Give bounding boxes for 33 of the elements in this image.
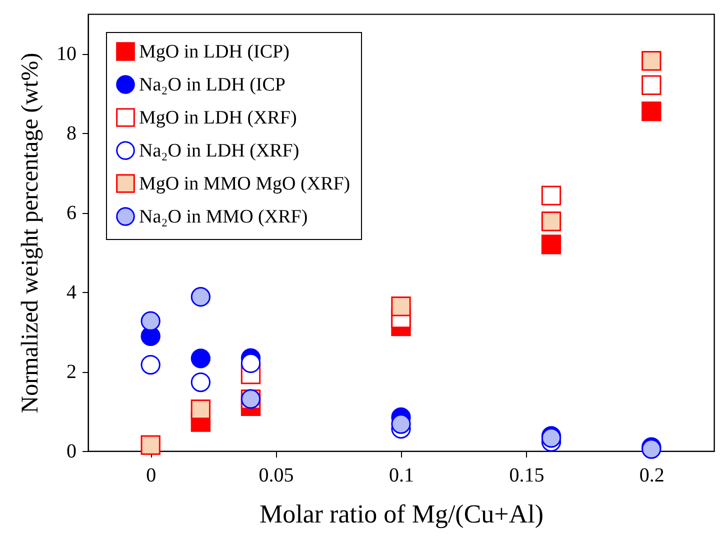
legend-label: Na₂O in LDH (ICP: [139, 74, 286, 96]
x-tick-label: 0: [146, 464, 156, 486]
x-tick-label: 0.2: [639, 464, 664, 486]
legend-label: Na₂O in MMO (XRF): [139, 206, 308, 228]
legend-label: MgO in MMO MgO (XRF): [139, 174, 350, 194]
point: [140, 435, 160, 455]
x-tick-label: 0.1: [389, 464, 414, 486]
point: [642, 51, 662, 71]
y-tick-label: 4: [66, 282, 76, 304]
y-tick-label: 8: [66, 122, 76, 145]
point: [541, 234, 562, 254]
legend-label: MgO in LDH (ICP): [139, 42, 290, 62]
point: [541, 212, 562, 232]
point: [190, 399, 211, 420]
y-tick-label: 10: [56, 43, 76, 66]
point: [190, 348, 211, 368]
point: [391, 414, 411, 434]
point: [391, 296, 411, 316]
y-tick-label: 0: [66, 440, 76, 462]
y-tick-label: 6: [66, 202, 76, 224]
point: [642, 75, 662, 95]
y-tick-label: 2: [66, 361, 76, 384]
y-axis-title: Normalized weight percentage (wt%): [18, 52, 44, 414]
point: [190, 287, 211, 307]
legend-label: Na₂O in LDH (XRF): [139, 140, 300, 162]
legend-label: MgO in LDH (XRF): [139, 108, 297, 128]
x-tick-label: 0.05: [258, 464, 294, 486]
point: [642, 102, 662, 122]
point: [140, 311, 160, 331]
x-axis-title: Molar ratio of Mg/(Cu+Al): [259, 500, 544, 528]
x-tick-label: 0.15: [509, 464, 544, 486]
point: [541, 186, 562, 206]
point: [240, 353, 261, 374]
